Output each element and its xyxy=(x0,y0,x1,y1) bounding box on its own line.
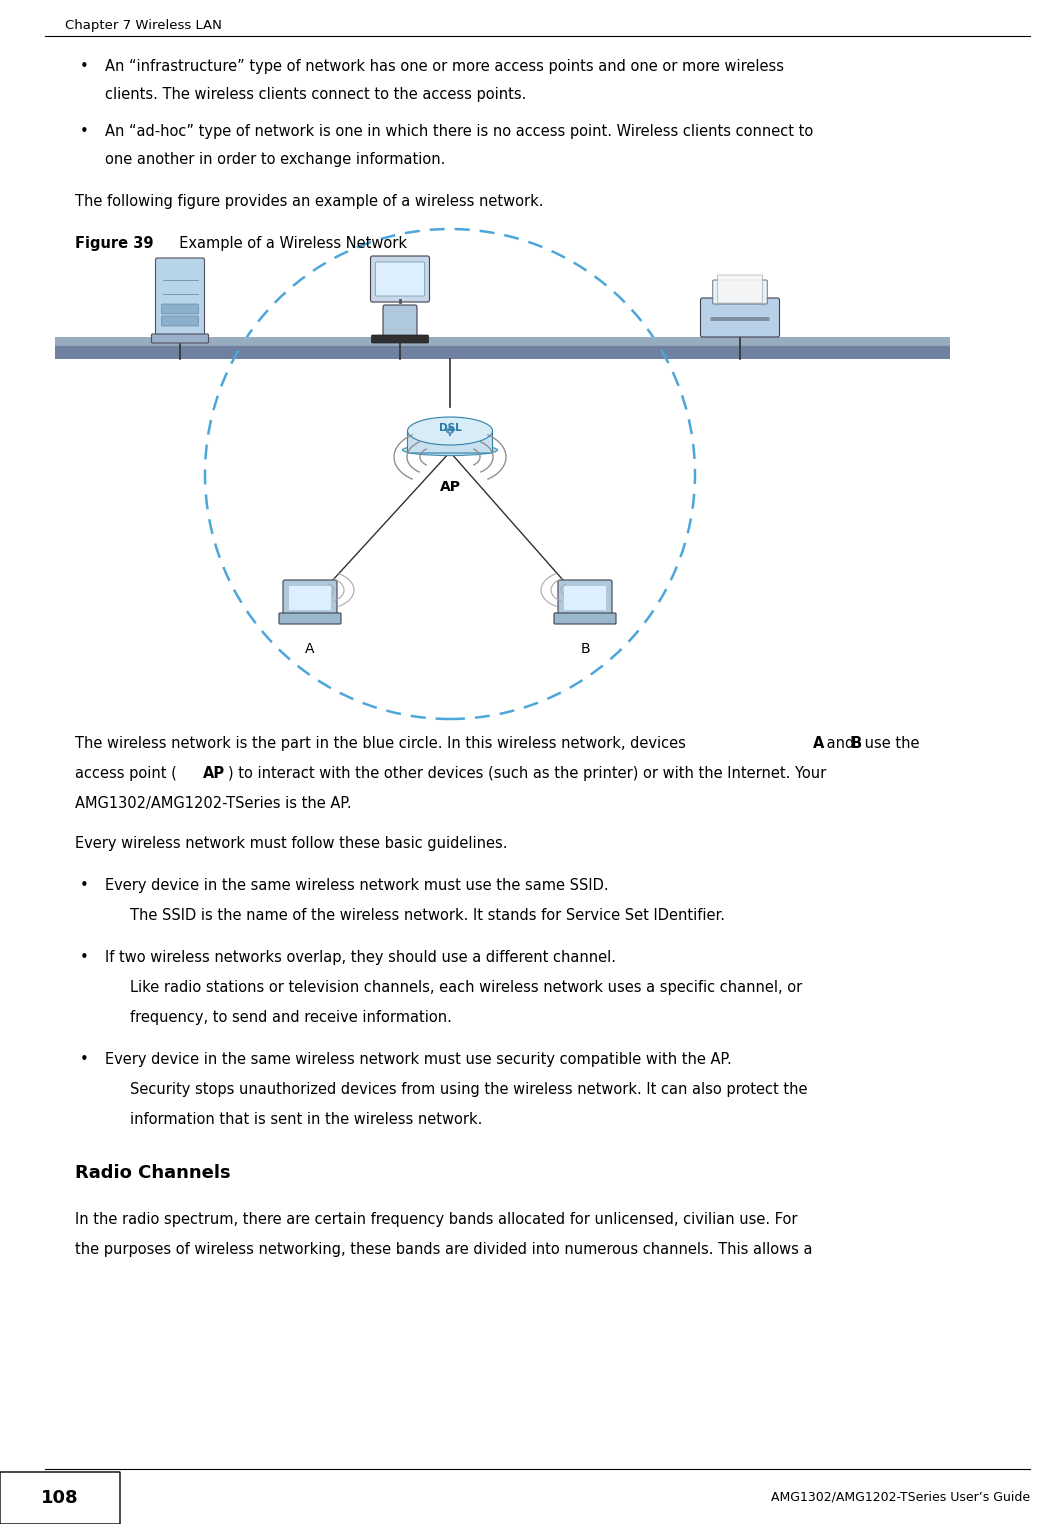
Text: use the: use the xyxy=(860,736,919,751)
Text: information that is sent in the wireless network.: information that is sent in the wireless… xyxy=(130,1113,482,1128)
Text: AMG1302/AMG1202-TSeries User’s Guide: AMG1302/AMG1202-TSeries User’s Guide xyxy=(771,1490,1030,1504)
Text: DSL: DSL xyxy=(438,422,462,433)
FancyBboxPatch shape xyxy=(0,1472,120,1524)
Text: Every wireless network must follow these basic guidelines.: Every wireless network must follow these… xyxy=(74,837,508,850)
Ellipse shape xyxy=(402,445,498,456)
Text: AP: AP xyxy=(439,480,461,494)
Text: A: A xyxy=(305,642,315,655)
FancyBboxPatch shape xyxy=(554,613,616,623)
FancyBboxPatch shape xyxy=(279,613,340,623)
Text: the purposes of wireless networking, these bands are divided into numerous chann: the purposes of wireless networking, the… xyxy=(74,1242,813,1257)
Text: Every device in the same wireless network must use the same SSID.: Every device in the same wireless networ… xyxy=(105,878,609,893)
FancyBboxPatch shape xyxy=(55,337,950,346)
FancyBboxPatch shape xyxy=(155,258,204,337)
Text: AMG1302/AMG1202-TSeries is the AP.: AMG1302/AMG1202-TSeries is the AP. xyxy=(74,796,351,811)
Text: •: • xyxy=(80,878,88,893)
FancyBboxPatch shape xyxy=(408,431,493,453)
FancyBboxPatch shape xyxy=(711,317,769,322)
Text: An “infrastructure” type of network has one or more access points and one or mor: An “infrastructure” type of network has … xyxy=(105,59,784,75)
Text: In the radio spectrum, there are certain frequency bands allocated for unlicense: In the radio spectrum, there are certain… xyxy=(74,1212,798,1227)
Text: B: B xyxy=(580,642,589,655)
Text: •: • xyxy=(80,949,88,965)
Text: Radio Channels: Radio Channels xyxy=(74,1164,231,1183)
Text: Security stops unauthorized devices from using the wireless network. It can also: Security stops unauthorized devices from… xyxy=(130,1082,808,1097)
FancyBboxPatch shape xyxy=(162,303,199,314)
Text: clients. The wireless clients connect to the access points.: clients. The wireless clients connect to… xyxy=(105,87,527,102)
Text: 108: 108 xyxy=(41,1489,79,1507)
Ellipse shape xyxy=(408,418,493,445)
Text: An “ad-hoc” type of network is one in which there is no access point. Wireless c: An “ad-hoc” type of network is one in wh… xyxy=(105,123,813,139)
Text: Like radio stations or television channels, each wireless network uses a specifi: Like radio stations or television channe… xyxy=(130,980,802,995)
FancyBboxPatch shape xyxy=(289,587,331,610)
FancyBboxPatch shape xyxy=(376,262,425,296)
Text: •: • xyxy=(80,59,88,75)
Text: Figure 39: Figure 39 xyxy=(74,236,153,251)
FancyBboxPatch shape xyxy=(564,587,606,610)
Text: Chapter 7 Wireless LAN: Chapter 7 Wireless LAN xyxy=(65,18,222,32)
Text: access point (: access point ( xyxy=(74,767,177,780)
Text: ) to interact with the other devices (such as the printer) or with the Internet.: ) to interact with the other devices (su… xyxy=(228,767,827,780)
Text: one another in order to exchange information.: one another in order to exchange informa… xyxy=(105,152,446,168)
FancyBboxPatch shape xyxy=(283,581,337,616)
Text: The wireless network is the part in the blue circle. In this wireless network, d: The wireless network is the part in the … xyxy=(74,736,691,751)
FancyBboxPatch shape xyxy=(55,337,950,360)
Text: •: • xyxy=(80,123,88,139)
Text: and: and xyxy=(822,736,859,751)
Text: The following figure provides an example of a wireless network.: The following figure provides an example… xyxy=(74,194,544,209)
Text: Every device in the same wireless network must use security compatible with the : Every device in the same wireless networ… xyxy=(105,1052,732,1067)
FancyBboxPatch shape xyxy=(162,315,199,326)
Text: If two wireless networks overlap, they should use a different channel.: If two wireless networks overlap, they s… xyxy=(105,949,616,965)
FancyBboxPatch shape xyxy=(370,256,430,302)
Text: A: A xyxy=(813,736,825,751)
FancyBboxPatch shape xyxy=(713,280,767,303)
Text: The SSID is the name of the wireless network. It stands for Service Set IDentifi: The SSID is the name of the wireless net… xyxy=(130,908,725,924)
Text: AP: AP xyxy=(203,767,226,780)
FancyBboxPatch shape xyxy=(383,305,417,337)
FancyBboxPatch shape xyxy=(151,334,209,343)
FancyBboxPatch shape xyxy=(558,581,612,616)
Text: B: B xyxy=(851,736,862,751)
Text: •: • xyxy=(80,1052,88,1067)
FancyBboxPatch shape xyxy=(718,274,762,303)
Text: frequency, to send and receive information.: frequency, to send and receive informati… xyxy=(130,1010,452,1026)
FancyBboxPatch shape xyxy=(371,335,429,343)
FancyBboxPatch shape xyxy=(700,299,780,337)
Text: Example of a Wireless Network: Example of a Wireless Network xyxy=(170,236,408,251)
